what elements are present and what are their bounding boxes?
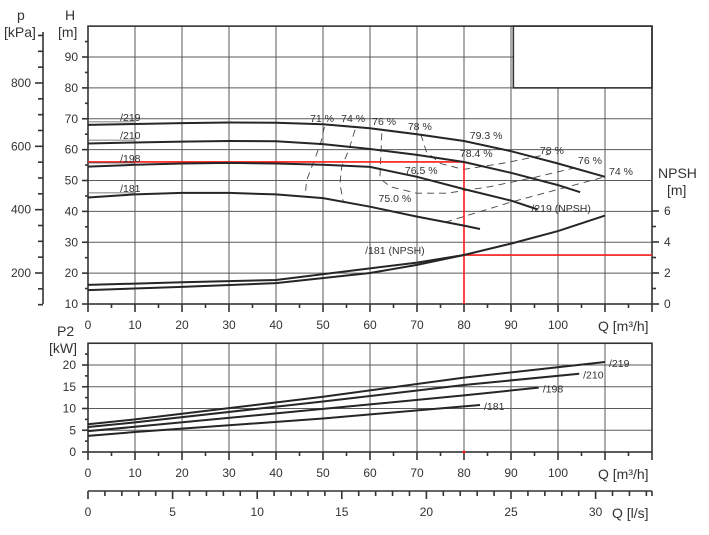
head-curve-label: /198 [120, 153, 141, 165]
efficiency-label: 76 % [578, 155, 602, 167]
q-axis-tick-label: 60 [363, 466, 377, 480]
q-axis-tick-label: 100 [548, 466, 568, 480]
legend-box [512, 25, 653, 89]
efficiency-label: 76.5 % [405, 165, 438, 177]
pressure-axis-title: p [17, 7, 25, 23]
operating-point-marker [462, 450, 466, 454]
ls-axis-tick-label: 0 [85, 505, 92, 519]
power-curve-label: /198 [543, 384, 564, 396]
head-curve [87, 191, 481, 230]
head-curve-label: /210 [120, 130, 141, 142]
q-axis-tick-label: 70 [410, 466, 424, 480]
ls-axis-tick-label: 15 [335, 505, 349, 519]
q-axis-title: Q [m³/h] [598, 318, 649, 334]
head-curve [87, 121, 606, 178]
npsh-curve [87, 254, 465, 292]
npsh-axis-tick-label: 6 [664, 204, 671, 218]
head-curve [87, 161, 539, 211]
npsh-axis-unit: [m] [667, 182, 686, 198]
ls-axis-title: Q [l/s] [612, 505, 649, 521]
q-axis-tick-label: 30 [222, 318, 236, 332]
efficiency-label: 78.4 % [460, 148, 493, 160]
power-curve [87, 372, 580, 428]
npsh-axis-tick-label: 2 [664, 266, 671, 280]
efficiency-contour [445, 176, 606, 223]
efficiency-label: 79.3 % [470, 130, 503, 142]
p2-axis-tick-label: 0 [69, 445, 76, 459]
p2-axis-tick-label: 5 [69, 423, 76, 437]
power-curve-label: /210 [583, 370, 604, 382]
power-curve-label: /181 [484, 401, 505, 413]
p2-axis-unit: [kW] [49, 340, 77, 356]
ls-axis-tick-label: 25 [504, 505, 518, 519]
p2-axis-tick-label: 15 [63, 380, 77, 394]
efficiency-contour [420, 134, 551, 170]
q-axis-tick-label: 90 [504, 318, 518, 332]
q-axis-tick-label: 80 [457, 318, 471, 332]
q-axis-tick-label: 60 [363, 318, 377, 332]
efficiency-label: 78 % [540, 145, 564, 157]
pressure-axis-unit: [kPa] [4, 24, 36, 40]
h-axis-tick-label: 90 [65, 50, 79, 64]
efficiency-label: 76 % [372, 116, 396, 128]
power-curve [87, 361, 606, 426]
head-curve-label: /219 [120, 112, 141, 124]
h-axis-tick-label: 10 [65, 297, 79, 311]
power-curve-label: /219 [609, 358, 630, 370]
q-axis-tick-label: 20 [175, 318, 189, 332]
pressure-axis-tick-label: 200 [11, 266, 31, 280]
h-axis-tick-label: 60 [65, 143, 79, 157]
q-axis-tick-label: 50 [316, 466, 330, 480]
p2-axis-tick-label: 20 [63, 358, 77, 372]
ls-axis-tick-label: 30 [589, 505, 603, 519]
q-axis-tick-label: 0 [85, 466, 92, 480]
ls-axis-tick-label: 20 [420, 505, 434, 519]
h-axis-tick-label: 50 [65, 174, 79, 188]
ls-axis-tick-label: 10 [251, 505, 265, 519]
q-axis-tick-label: 40 [269, 466, 283, 480]
npsh-axis-tick-label: 0 [664, 297, 671, 311]
q-axis-tick-label: 10 [128, 466, 142, 480]
power-curve [87, 404, 481, 437]
q-axis-tick-label: 20 [175, 466, 189, 480]
q-axis-tick-label: 40 [269, 318, 283, 332]
q-axis-tick-label: 0 [85, 318, 92, 332]
h-axis-tick-label: 80 [65, 81, 79, 95]
head-curve [87, 139, 581, 194]
h-axis-unit: [m] [58, 24, 77, 40]
pressure-axis-tick-label: 400 [11, 203, 31, 217]
p2-axis-title: P2 [57, 323, 74, 339]
h-axis-title: H [65, 7, 75, 23]
q-axis-tick-label: 90 [504, 466, 518, 480]
efficiency-label: 75.0 % [379, 193, 412, 205]
h-axis-tick-label: 20 [65, 266, 79, 280]
q-axis-tick-label: 70 [410, 318, 424, 332]
q-axis-tick-label: 30 [222, 466, 236, 480]
q-axis-tick-label: 80 [457, 466, 471, 480]
q-axis-tick-label: 100 [548, 318, 568, 332]
npsh-curve [87, 214, 606, 286]
efficiency-label: 74 % [341, 113, 365, 125]
efficiency-label: 78 % [408, 121, 432, 133]
q-axis-tick-label: 50 [316, 318, 330, 332]
power-curve [87, 386, 539, 433]
npsh-curve-label: /181 (NPSH) [365, 245, 425, 257]
h-axis-tick-label: 40 [65, 204, 79, 218]
q-axis-title: Q [m³/h] [598, 466, 649, 482]
efficiency-label: 74 % [609, 166, 633, 178]
head-curve-label: /181 [120, 183, 141, 195]
efficiency-label: 71 % [310, 113, 334, 125]
pressure-axis-tick-label: 800 [11, 76, 31, 90]
pressure-axis-tick-label: 600 [11, 139, 31, 153]
ls-axis-tick-label: 5 [169, 505, 176, 519]
npsh-axis-title: NPSH [658, 165, 697, 181]
h-axis-tick-label: 30 [65, 235, 79, 249]
efficiency-contour [379, 133, 581, 194]
p2-axis-tick-label: 10 [63, 402, 77, 416]
npsh-axis-tick-label: 4 [664, 235, 671, 249]
q-axis-tick-label: 10 [128, 318, 142, 332]
npsh-curve-label: /219 (NPSH) [531, 203, 591, 215]
h-axis-tick-label: 70 [65, 112, 79, 126]
